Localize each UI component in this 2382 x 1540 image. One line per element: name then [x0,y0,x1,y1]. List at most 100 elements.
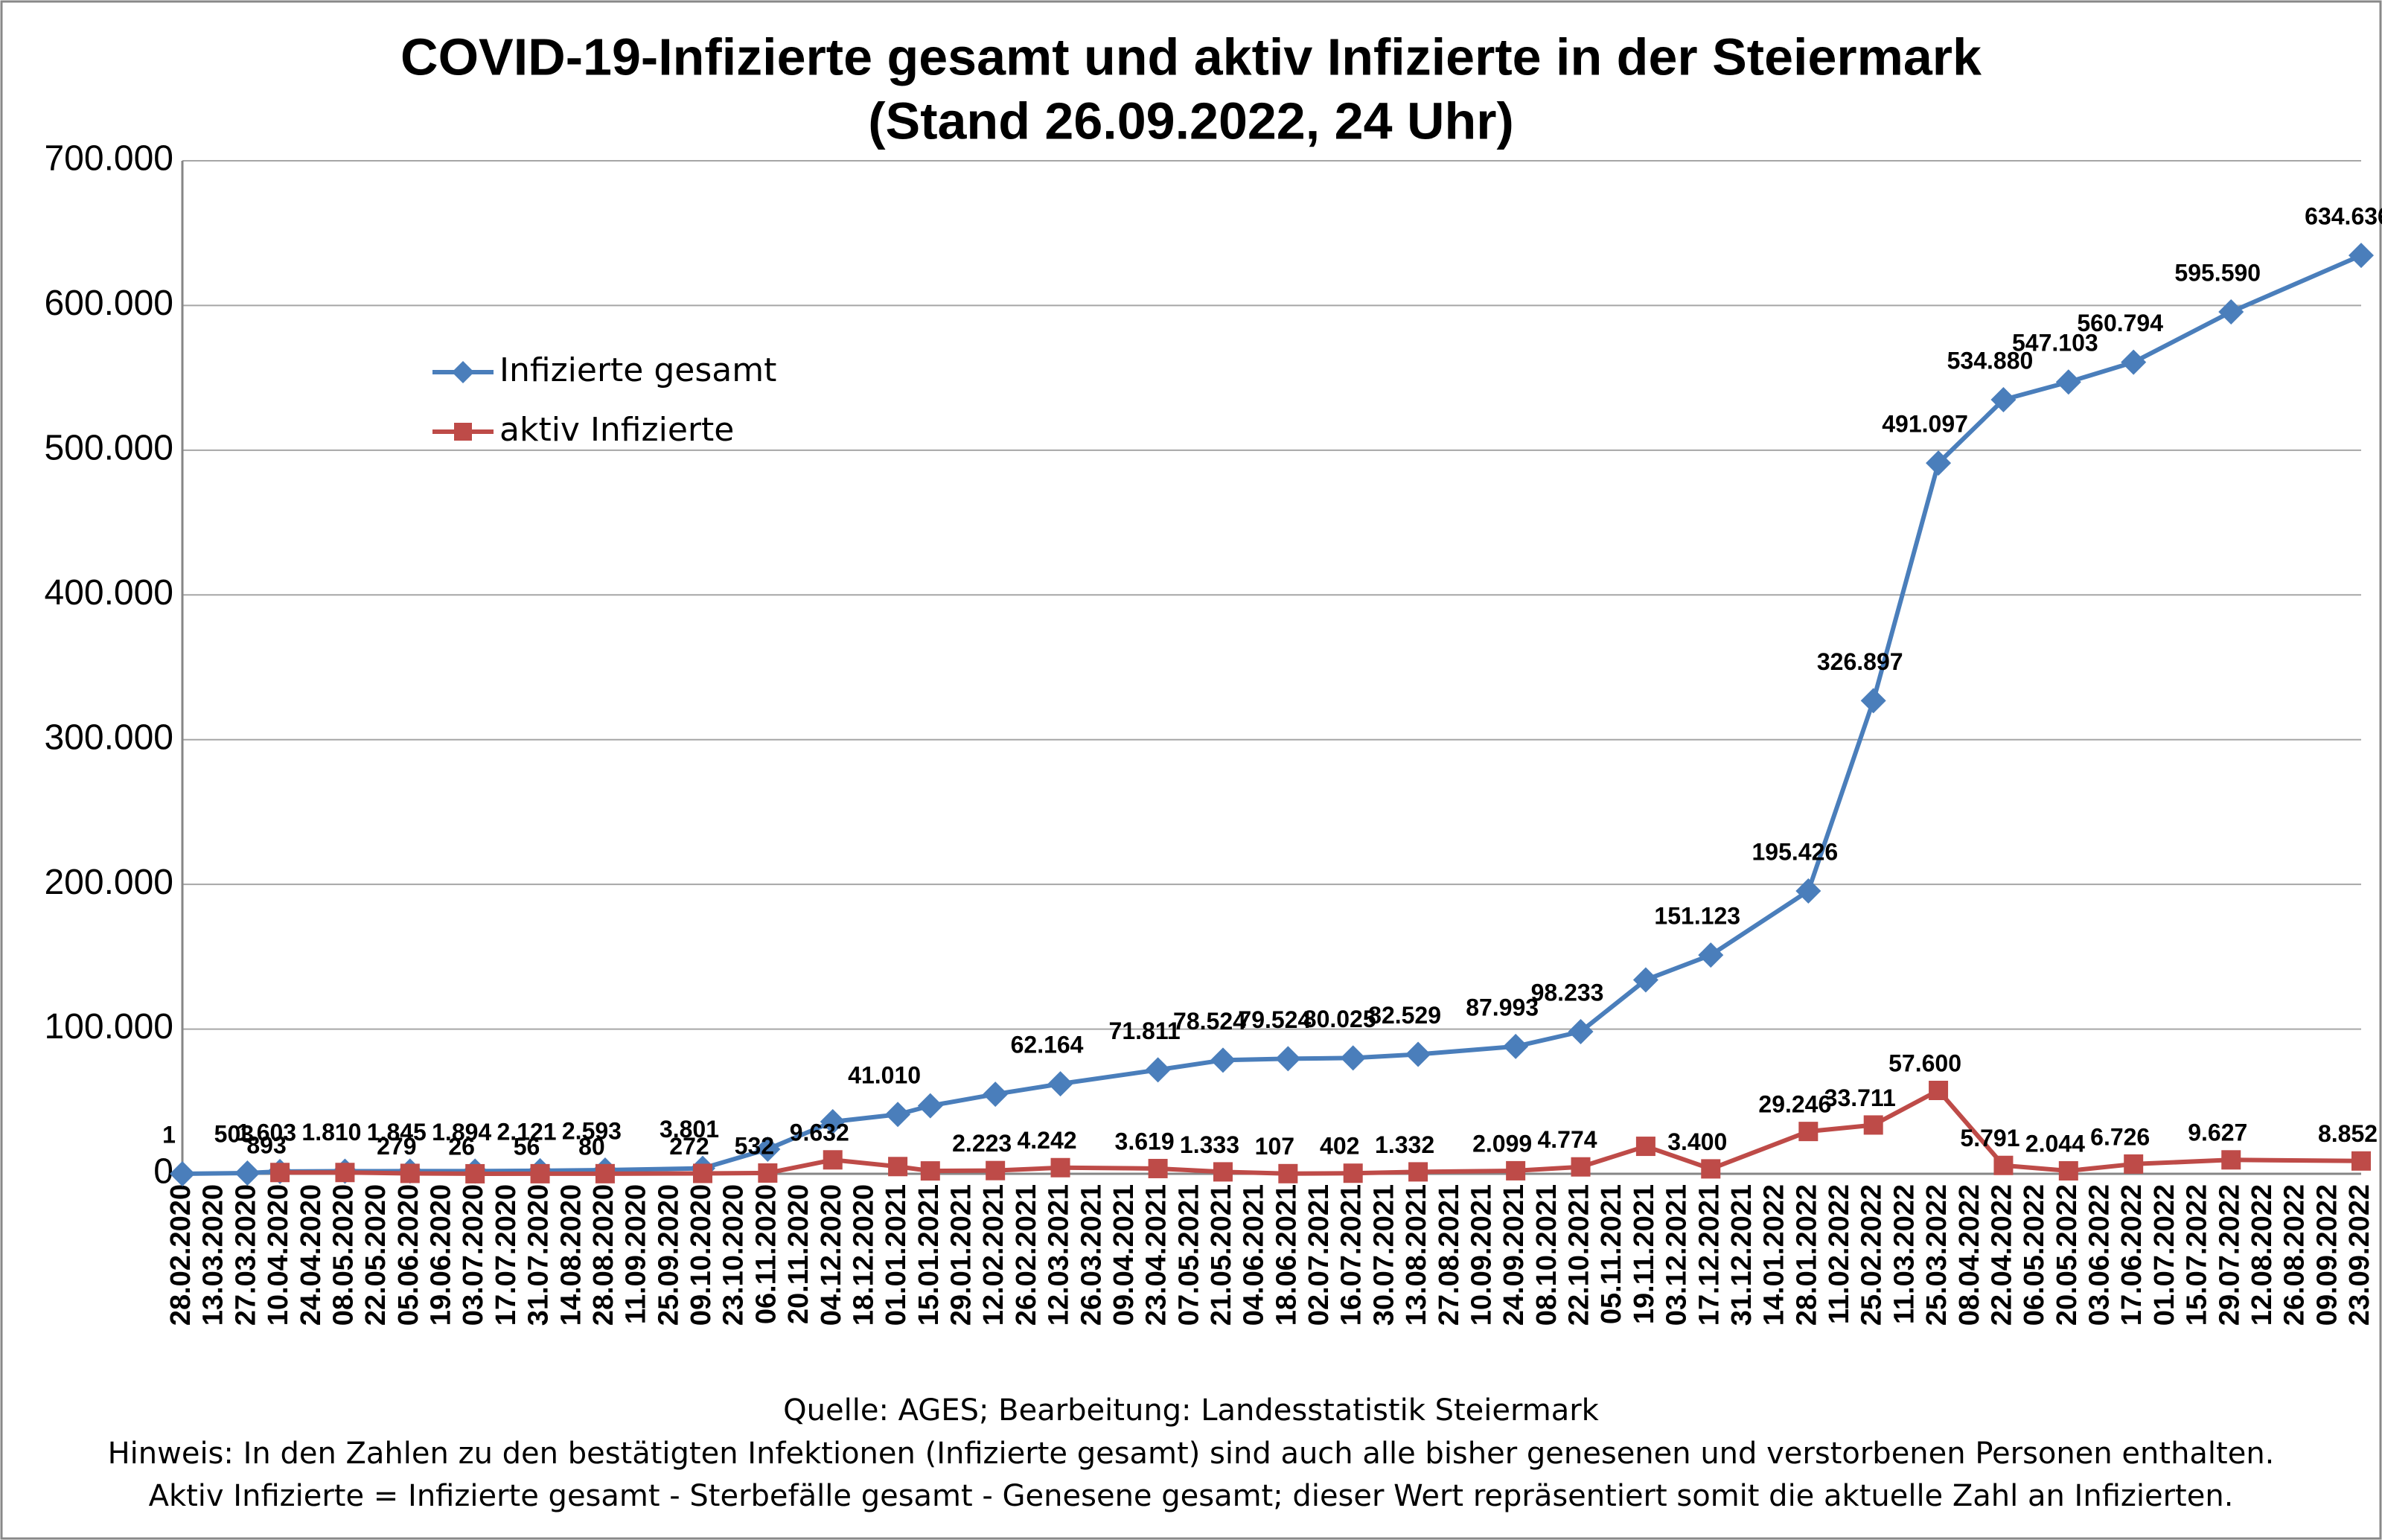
x-tick-label: 28.01.2022 [1791,1184,1822,1326]
legend-marker [452,361,474,383]
data-label: 1.603 [237,1119,296,1146]
x-tick-label: 28.08.2020 [588,1184,619,1326]
data-label: 2.593 [562,1117,622,1144]
data-label: 9.632 [790,1119,849,1146]
data-label: 26 [448,1133,475,1160]
x-tick-label: 26.02.2021 [1011,1184,1042,1326]
x-tick-label: 18.12.2020 [848,1184,879,1326]
data-label: 6.726 [2090,1123,2150,1150]
x-tick-label: 13.03.2020 [198,1184,229,1326]
x-tick-label: 28.02.2020 [165,1184,197,1326]
data-point [2124,1154,2144,1174]
x-tick-label: 16.07.2021 [1336,1184,1367,1326]
data-label: 3.801 [660,1116,719,1143]
y-tick-label: 600.000 [44,284,173,323]
data-point [1405,1041,1431,1067]
x-tick-label: 25.09.2020 [653,1184,684,1326]
data-label: 3.619 [1115,1128,1175,1154]
data-label: 78.524 [1173,1008,1246,1035]
data-label: 8.852 [2318,1120,2378,1147]
data-label: 1.333 [1180,1131,1239,1158]
data-point [1408,1162,1428,1182]
data-point [986,1160,1006,1180]
data-point [1340,1045,1366,1071]
x-tick-label: 27.03.2020 [230,1184,261,1326]
x-tick-label: 10.04.2020 [263,1184,294,1326]
data-label: 1.332 [1375,1131,1434,1158]
x-tick-label: 14.08.2020 [555,1184,587,1326]
x-tick-label: 09.09.2022 [2311,1184,2343,1326]
x-tick-label: 11.09.2020 [621,1184,652,1324]
x-tick-label: 19.11.2021 [1629,1184,1660,1324]
x-tick-label: 03.07.2020 [458,1184,489,1326]
x-tick-label: 04.12.2020 [816,1184,847,1326]
data-point [1506,1160,1526,1180]
x-tick-label: 05.11.2021 [1596,1184,1627,1324]
data-point [820,1109,846,1135]
data-point [2218,299,2244,325]
x-tick-label: 06.05.2022 [2019,1184,2050,1326]
data-label: 80.025 [1303,1006,1376,1032]
x-tick-label: 09.10.2020 [686,1184,717,1326]
data-point [400,1163,420,1183]
x-tick-label: 08.10.2021 [1531,1184,1562,1326]
x-tick-label: 29.07.2022 [2214,1184,2245,1326]
x-tick-label: 30.07.2021 [1368,1184,1399,1326]
data-label: 29.246 [1758,1091,1831,1118]
x-tick-label: 11.03.2022 [1888,1184,1920,1324]
data-point [1929,1081,1949,1101]
data-label: 57.600 [1888,1049,1961,1076]
x-tick-label: 26.03.2021 [1076,1184,1107,1326]
data-label: 503 [214,1120,254,1147]
data-label: 402 [1320,1133,1359,1160]
data-label: 4.242 [1017,1127,1076,1154]
data-point [1632,967,1658,993]
data-point [1795,878,1821,904]
x-tick-label: 25.03.2022 [1921,1184,1952,1326]
data-label: 532 [735,1132,774,1159]
data-label: 107 [1255,1133,1294,1160]
x-tick-label: 17.06.2022 [2116,1184,2148,1326]
x-tick-label: 31.07.2020 [523,1184,555,1326]
legend-label: aktiv Infizierte [499,411,734,449]
y-tick-label: 300.000 [44,718,173,757]
data-point [2055,369,2081,395]
data-point [1503,1033,1529,1059]
data-point [885,1102,911,1128]
data-label: 195.426 [1752,838,1838,865]
x-tick-label: 08.05.2020 [328,1184,359,1326]
data-point [1571,1157,1591,1177]
data-point [234,1160,261,1186]
x-tick-label: 12.03.2021 [1044,1184,1075,1326]
data-point [1278,1163,1298,1183]
x-tick-label: 14.01.2022 [1759,1184,1790,1326]
data-point [1275,1046,1301,1072]
data-point [2349,243,2374,269]
data-label: 279 [377,1133,416,1160]
x-tick-label: 29.01.2021 [946,1184,977,1326]
legend-label: Infizierte gesamt [499,351,776,389]
x-tick-label: 12.08.2022 [2247,1184,2278,1326]
data-point [2221,1150,2241,1170]
data-point [1145,1057,1171,1083]
x-tick-label: 22.10.2021 [1564,1184,1595,1326]
data-point [983,1081,1009,1108]
data-label: 4.774 [1537,1126,1597,1153]
data-point [888,1157,908,1177]
data-label: 326.897 [1817,648,1903,675]
data-point [530,1163,550,1183]
x-tick-label: 20.05.2022 [2051,1184,2083,1326]
x-tick-label: 03.06.2022 [2084,1184,2116,1326]
x-tick-label: 18.06.2021 [1271,1184,1302,1326]
y-tick-label: 100.000 [44,1007,173,1047]
data-point [2121,349,2147,375]
data-point [2058,1161,2078,1181]
y-tick-label: 700.000 [44,139,173,179]
data-label: 2.099 [1472,1130,1532,1157]
data-label: 33.711 [1824,1084,1896,1111]
data-point [1698,942,1724,968]
data-label: 2.121 [497,1118,557,1145]
series-line [280,1088,2362,1176]
data-label: 491.097 [1882,411,1968,438]
